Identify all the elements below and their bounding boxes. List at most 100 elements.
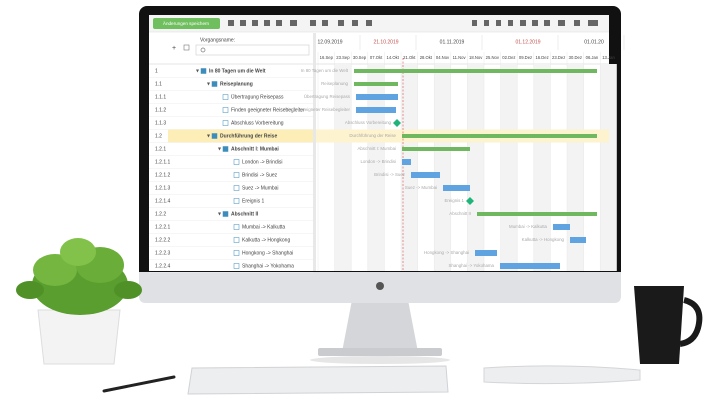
task-name: Durchführung der Reise <box>220 133 277 139</box>
week-label: 07.Okt <box>370 55 383 60</box>
task-name: Reiseplanung <box>220 81 253 87</box>
task-name: Ereignis 1 <box>242 198 264 204</box>
bar-label: Hongkong -> Shanghai <box>424 250 469 255</box>
week-label: 16.Dez <box>535 55 548 60</box>
plant-pot <box>37 309 121 365</box>
task-id: 1.2.1.2 <box>155 172 171 178</box>
mouse <box>483 365 641 385</box>
bar-label: Brindisi -> Suez <box>374 172 405 177</box>
task-bar <box>443 185 470 191</box>
task-name: Suez -> Mumbai <box>242 185 279 191</box>
task-id: 1.2.2 <box>155 211 166 217</box>
week-label: 30.Dez <box>569 55 582 60</box>
task-id: 1.2.1.4 <box>155 198 171 204</box>
expand-toggle <box>207 134 210 138</box>
week-label: 09.Dez <box>519 55 532 60</box>
task-id: 1.1.3 <box>155 120 166 126</box>
bar-label: Mumbai -> Kalkutta <box>509 224 548 229</box>
doc-icon <box>233 172 240 178</box>
task-name: In 80 Tagen um die Welt <box>209 68 266 74</box>
bar-label: Finden geeigneter Reisebegleiter <box>285 107 350 112</box>
doc-icon <box>222 94 229 100</box>
task-bar <box>475 250 497 256</box>
task-name: Brindisi -> Suez <box>242 172 278 178</box>
gantt: 12.09.2019 21.10.2019 01.11.2019 01.12.2019… <box>285 35 625 271</box>
summary-bar <box>477 212 597 216</box>
bar-label: Abschnitt I: Mumbai <box>357 146 396 151</box>
summary-bar <box>402 147 470 151</box>
week-stripe <box>434 64 451 271</box>
bar-label: Shanghai -> Yokohama <box>448 263 494 268</box>
folder-icon <box>200 68 207 74</box>
week-stripe <box>401 64 418 271</box>
keyboard <box>187 365 449 395</box>
folder-icon <box>211 81 218 87</box>
task-bar <box>356 94 398 100</box>
expand-toggle <box>218 147 221 151</box>
task-name: Shanghai -> Yokohama <box>242 263 294 269</box>
month-label: 21.10.2019 <box>373 39 398 45</box>
search-box[interactable] <box>195 44 310 56</box>
task-id: 1 <box>155 68 158 74</box>
task-name: Kalkutta -> Hongkong <box>242 237 290 243</box>
week-label: 06.Jan <box>586 55 599 60</box>
selected-row <box>168 129 313 143</box>
summary-bar <box>402 134 597 138</box>
task-id: 1.2.2.3 <box>155 250 171 256</box>
splitter <box>313 33 316 271</box>
pen <box>102 375 176 393</box>
add-icon[interactable]: + <box>172 45 176 52</box>
milestone <box>466 197 474 205</box>
week-label: 21.Okt <box>403 55 416 60</box>
task-id: 1.2.1 <box>155 146 166 152</box>
doc-icon <box>233 198 240 204</box>
week-label: 28.Okt <box>420 55 433 60</box>
stand-shadow <box>310 356 450 364</box>
monitor-stand <box>342 300 418 352</box>
week-label: 16.Sep <box>320 55 334 60</box>
month-label: 01.12.2019 <box>515 39 540 45</box>
summary-bar <box>354 69 597 73</box>
doc-icon <box>233 237 240 243</box>
week-label: 30.Sep <box>353 55 367 60</box>
mug <box>634 286 684 364</box>
save-button[interactable] <box>153 18 220 29</box>
doc-icon <box>233 224 240 230</box>
doc-icon <box>222 120 229 126</box>
task-name: London -> Brindisi <box>242 159 282 165</box>
week-stripe <box>367 64 385 271</box>
bar-label: Suez -> Mumbai <box>405 185 437 190</box>
save-button-label[interactable]: Änderungen speichern <box>163 20 210 26</box>
mug-handle <box>679 297 703 347</box>
bar-label: In 80 Tagen um die Welt <box>301 68 349 73</box>
folder-icon <box>222 146 229 152</box>
task-bar <box>553 224 570 230</box>
expand-toggle <box>218 212 221 216</box>
bar-label: Abschluss Vorbereitung <box>345 120 392 125</box>
summary-bar <box>354 82 398 86</box>
task-bar <box>356 107 396 113</box>
task-bar <box>411 172 440 178</box>
task-name: Hongkong -> Shanghai <box>242 250 293 256</box>
task-bar <box>402 159 411 165</box>
bar-label: Übertragung Reisepass <box>304 94 351 99</box>
task-id: 1.2.2.1 <box>155 224 171 230</box>
week-stripe <box>500 64 518 271</box>
folder-icon <box>222 211 229 217</box>
stand-base <box>318 348 442 356</box>
week-label: 14.Okt <box>387 55 400 60</box>
task-id: 1.1.2 <box>155 107 166 113</box>
column-header: Vorgangsname: <box>200 37 235 43</box>
task-name: Abschnitt II <box>231 211 259 217</box>
edit-icon[interactable] <box>183 44 190 51</box>
bar-label: Ereignis 1 <box>444 198 464 203</box>
doc-icon <box>233 185 240 191</box>
week-stripe <box>567 64 584 271</box>
bar-label: Reiseplanung <box>321 81 348 86</box>
week-label: 23.Dez <box>552 55 565 60</box>
week-label: 18.Nov <box>469 55 483 60</box>
week-stripe <box>533 64 551 271</box>
week-label: 04.Nov <box>436 55 450 60</box>
week-stripe <box>467 64 484 271</box>
